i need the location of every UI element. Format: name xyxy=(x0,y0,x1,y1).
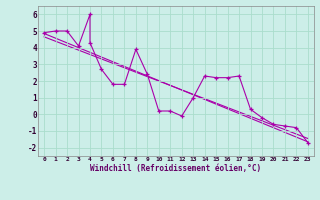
X-axis label: Windchill (Refroidissement éolien,°C): Windchill (Refroidissement éolien,°C) xyxy=(91,164,261,173)
